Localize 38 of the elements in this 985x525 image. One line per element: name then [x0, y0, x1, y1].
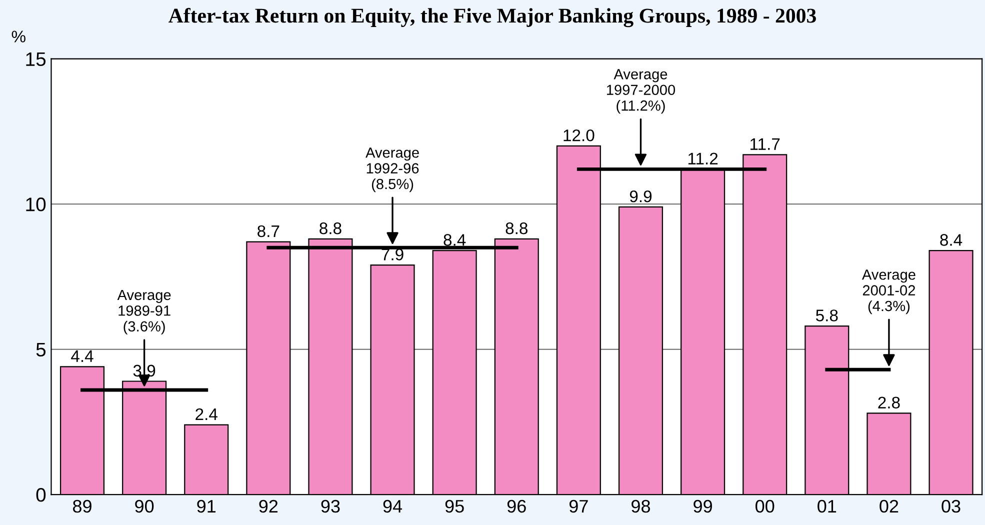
y-tick-label: 15: [26, 52, 46, 66]
data-label: 11.7: [750, 138, 780, 150]
x-tick-label: 94: [383, 500, 402, 513]
x-tick-label: 90: [135, 500, 154, 513]
annotation: Average 2001-02 (4.3%): [862, 270, 916, 314]
data-label: 2.4: [196, 408, 218, 420]
y-tick-label: 10: [26, 198, 46, 212]
x-tick-label: 92: [259, 500, 278, 513]
data-label: 8.7: [258, 225, 280, 238]
annotation: Average 1997-2000 (11.2%): [606, 69, 676, 114]
x-tick-label: 03: [942, 500, 960, 513]
x-tick-label: 98: [632, 500, 650, 513]
x-tick-label: 96: [507, 500, 526, 513]
x-tick-label: 95: [445, 500, 464, 513]
data-label: 11.2: [688, 152, 718, 164]
x-tick-label: 01: [818, 500, 836, 513]
x-tick-label: 02: [880, 500, 898, 513]
x-tick-label: 89: [72, 500, 92, 513]
x-tick-label: 99: [694, 500, 712, 513]
x-tick-label: 97: [569, 500, 588, 513]
data-label: 4.4: [71, 350, 94, 362]
chart-title: After-tax Return on Equity, the Five Major Banking Groups, 1989 - 2003: [168, 8, 816, 28]
data-label: 12.0: [564, 129, 594, 142]
data-label: 8.4: [444, 234, 466, 246]
annotation: Average 1989-91 (3.6%): [117, 290, 171, 334]
data-label: 2.8: [878, 396, 900, 409]
data-label: 8.8: [320, 222, 342, 234]
annotation: Average 1992-96 (8.5%): [366, 148, 419, 192]
y-axis-title: %: [12, 30, 26, 42]
y-tick-label: 0: [36, 488, 46, 502]
data-label: 8.4: [940, 234, 962, 246]
data-label: 8.8: [506, 222, 528, 234]
x-tick-label: 00: [756, 500, 774, 513]
x-tick-label: 91: [197, 500, 216, 513]
x-tick-label: 93: [321, 500, 340, 513]
data-label: 9.9: [630, 190, 652, 202]
y-tick-label: 5: [36, 342, 46, 357]
data-label: 5.8: [816, 310, 838, 322]
